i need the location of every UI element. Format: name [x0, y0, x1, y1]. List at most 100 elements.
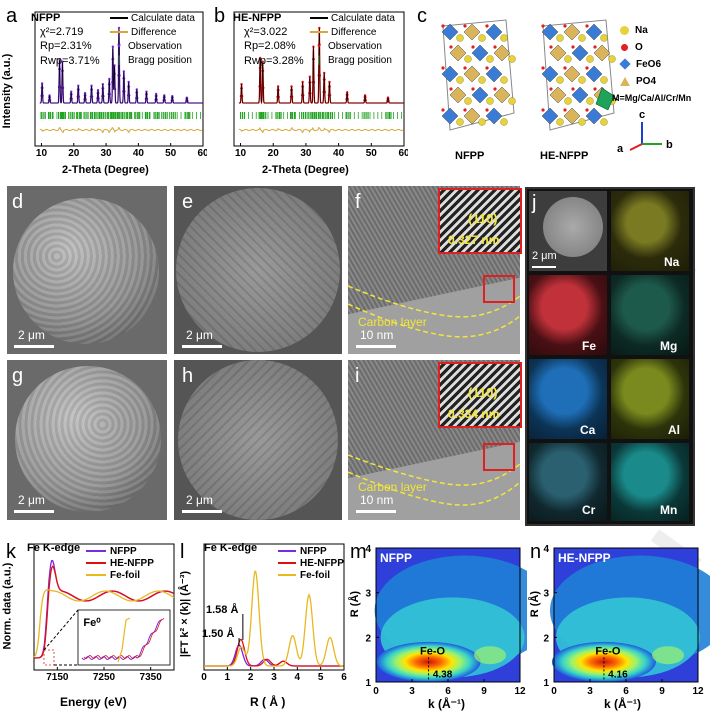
na-atom	[578, 34, 586, 42]
na-atom	[478, 76, 486, 84]
y-tick-label: 1	[543, 678, 549, 689]
po4-tetrahedron	[493, 86, 511, 104]
o-atom	[563, 108, 567, 112]
axis-c: c	[639, 109, 645, 121]
o-atom	[493, 45, 497, 49]
eds-mg	[611, 275, 689, 355]
x-tick-label: 9	[659, 686, 665, 697]
inset-nfpp	[81, 618, 163, 661]
carbon-layer-f: Carbon layer	[358, 315, 427, 329]
bond-label: Fe-O	[420, 645, 446, 657]
title-k: Fe K-edge	[27, 542, 81, 554]
x-tick-label: 4	[295, 672, 301, 680]
substitution-label: M=Mg/Ca/Al/Cr/Mn	[612, 93, 692, 103]
feo6-polyhedron	[441, 65, 459, 83]
legend-label: HE-NFPP	[110, 558, 154, 569]
o-atom	[471, 45, 475, 49]
o-atom	[541, 24, 545, 28]
plane-i: (110)	[468, 385, 498, 400]
x-tick-label: 6	[341, 672, 347, 680]
panel-label-l: l	[180, 541, 185, 563]
feo6-polyhedron	[571, 86, 589, 104]
na-atom	[578, 76, 586, 84]
element-mg: Mg	[660, 339, 678, 353]
zoom-line	[43, 609, 79, 651]
panel-label-n: n	[530, 541, 542, 563]
po4-tetrahedron	[563, 65, 581, 83]
o-atom	[571, 45, 575, 49]
o-atom	[485, 24, 489, 28]
scale-bar-j	[532, 266, 556, 268]
crystal-structure-nfpp	[441, 19, 516, 131]
substituted-site	[595, 87, 615, 111]
legend-item: Difference	[331, 27, 377, 38]
pointer-line	[613, 97, 618, 101]
y-tick-label: 3	[543, 589, 549, 600]
na-atom	[508, 97, 516, 105]
na-atom	[586, 55, 594, 63]
x-tick-label: 0	[373, 686, 379, 697]
panel-label-i: i	[355, 365, 360, 387]
peak1-l: 1.50 Å	[202, 628, 235, 640]
o-atom	[485, 66, 489, 70]
panel-label-h: h	[182, 365, 194, 387]
x-tick-label: 3	[271, 672, 277, 680]
bond-label: Fe-O	[595, 645, 621, 657]
eds-sem	[529, 191, 607, 271]
feo6-polyhedron	[441, 23, 459, 41]
feo6-polyhedron	[441, 107, 459, 125]
henfpp-line	[34, 565, 175, 659]
unit-cell	[542, 19, 615, 131]
na-atom	[564, 97, 572, 105]
legend-item: Difference	[131, 27, 177, 38]
crystal-label-nfpp: NFPP	[455, 150, 485, 162]
o-atom	[449, 87, 453, 91]
na-atom	[564, 55, 572, 63]
xrd-chart-a: 10 20 30 40 50 60	[34, 11, 207, 158]
legend-item: Observation	[328, 41, 382, 52]
legend-item: Calculate data	[131, 13, 195, 24]
calculated-line	[39, 28, 203, 104]
rwp-a: Rwp=3.71%	[40, 55, 100, 67]
legend-b: Calculate data Difference • Observation |…	[310, 12, 395, 68]
po4-tetrahedron	[449, 86, 467, 104]
feo6-polyhedron	[471, 44, 489, 62]
eds-ca	[529, 359, 607, 439]
o-atom	[549, 87, 553, 91]
axes-indicator-icon: c b a	[617, 109, 673, 155]
panel-label-m: m	[350, 541, 367, 563]
x-tick-label: 40	[133, 148, 145, 158]
legend-label: NFPP	[300, 546, 327, 557]
o-atom	[563, 24, 567, 28]
element-al: Al	[668, 423, 680, 437]
x-tick-label: 12	[692, 686, 704, 697]
na-icon	[620, 25, 629, 35]
spacing-i: 0.334 nm	[448, 407, 500, 421]
na-atom	[556, 34, 564, 42]
panel-label-g: g	[12, 365, 24, 387]
x-tick-label: 60	[398, 148, 408, 158]
feo6-polyhedron	[571, 44, 589, 62]
panel-label-c: c	[417, 5, 427, 27]
x-tick-label: 3	[409, 686, 415, 697]
scale-text-e: 2 μm	[186, 328, 213, 342]
panel-label-d: d	[12, 191, 24, 213]
xlabel-l: R ( Å )	[250, 695, 286, 709]
na-atom	[556, 118, 564, 126]
chi2-b: χ²=3.022	[244, 26, 288, 38]
crystal-legend: Na O FeO6 PO4	[619, 22, 661, 90]
scale-text-d: 2 μm	[18, 328, 45, 342]
o-atom	[441, 66, 445, 70]
o-atom	[449, 45, 453, 49]
scale-text-j: 2 μm	[532, 250, 557, 262]
na-atom	[464, 97, 472, 105]
x-tick-label: 7250	[93, 672, 116, 680]
panel-label-a: a	[6, 5, 18, 27]
ylabel-l: |FT k² × (k)| (Å⁻³)	[179, 570, 192, 658]
inset-fefoil	[117, 617, 131, 663]
feo6-polyhedron	[541, 65, 559, 83]
po4-tetrahedron	[449, 44, 467, 62]
o-atom	[485, 108, 489, 112]
scale-text-i: 10 nm	[360, 493, 394, 507]
